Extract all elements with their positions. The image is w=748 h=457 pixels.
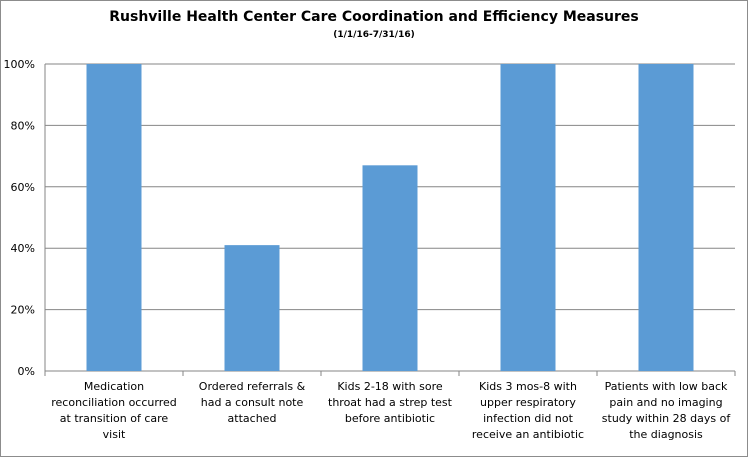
y-tick-label: 0% — [18, 365, 35, 378]
y-tick-label: 60% — [11, 181, 35, 194]
y-tick-label: 40% — [11, 242, 35, 255]
category-label: Medication reconciliation occurred at tran… — [51, 380, 176, 441]
y-tick-label: 80% — [11, 119, 35, 132]
category-label: Kids 3 mos-8 with upper respiratory infect… — [472, 380, 584, 441]
bar — [500, 64, 556, 371]
y-tick-label: 100% — [4, 58, 35, 71]
chart-subtitle: (1/1/16-7/31/16) — [333, 30, 415, 40]
bar — [362, 165, 418, 371]
bar — [638, 64, 694, 371]
category-label: Kids 2-18 with sore throat had a strep te… — [328, 380, 453, 425]
y-tick-label: 20% — [11, 304, 35, 317]
bar — [224, 245, 280, 371]
category-label: Patients with low back pain and no imagin… — [602, 380, 732, 441]
category-label: Ordered referrals & had a consult note att… — [199, 380, 306, 425]
chart-title: Rushville Health Center Care Coordinatio… — [109, 9, 639, 25]
bar — [86, 64, 142, 371]
